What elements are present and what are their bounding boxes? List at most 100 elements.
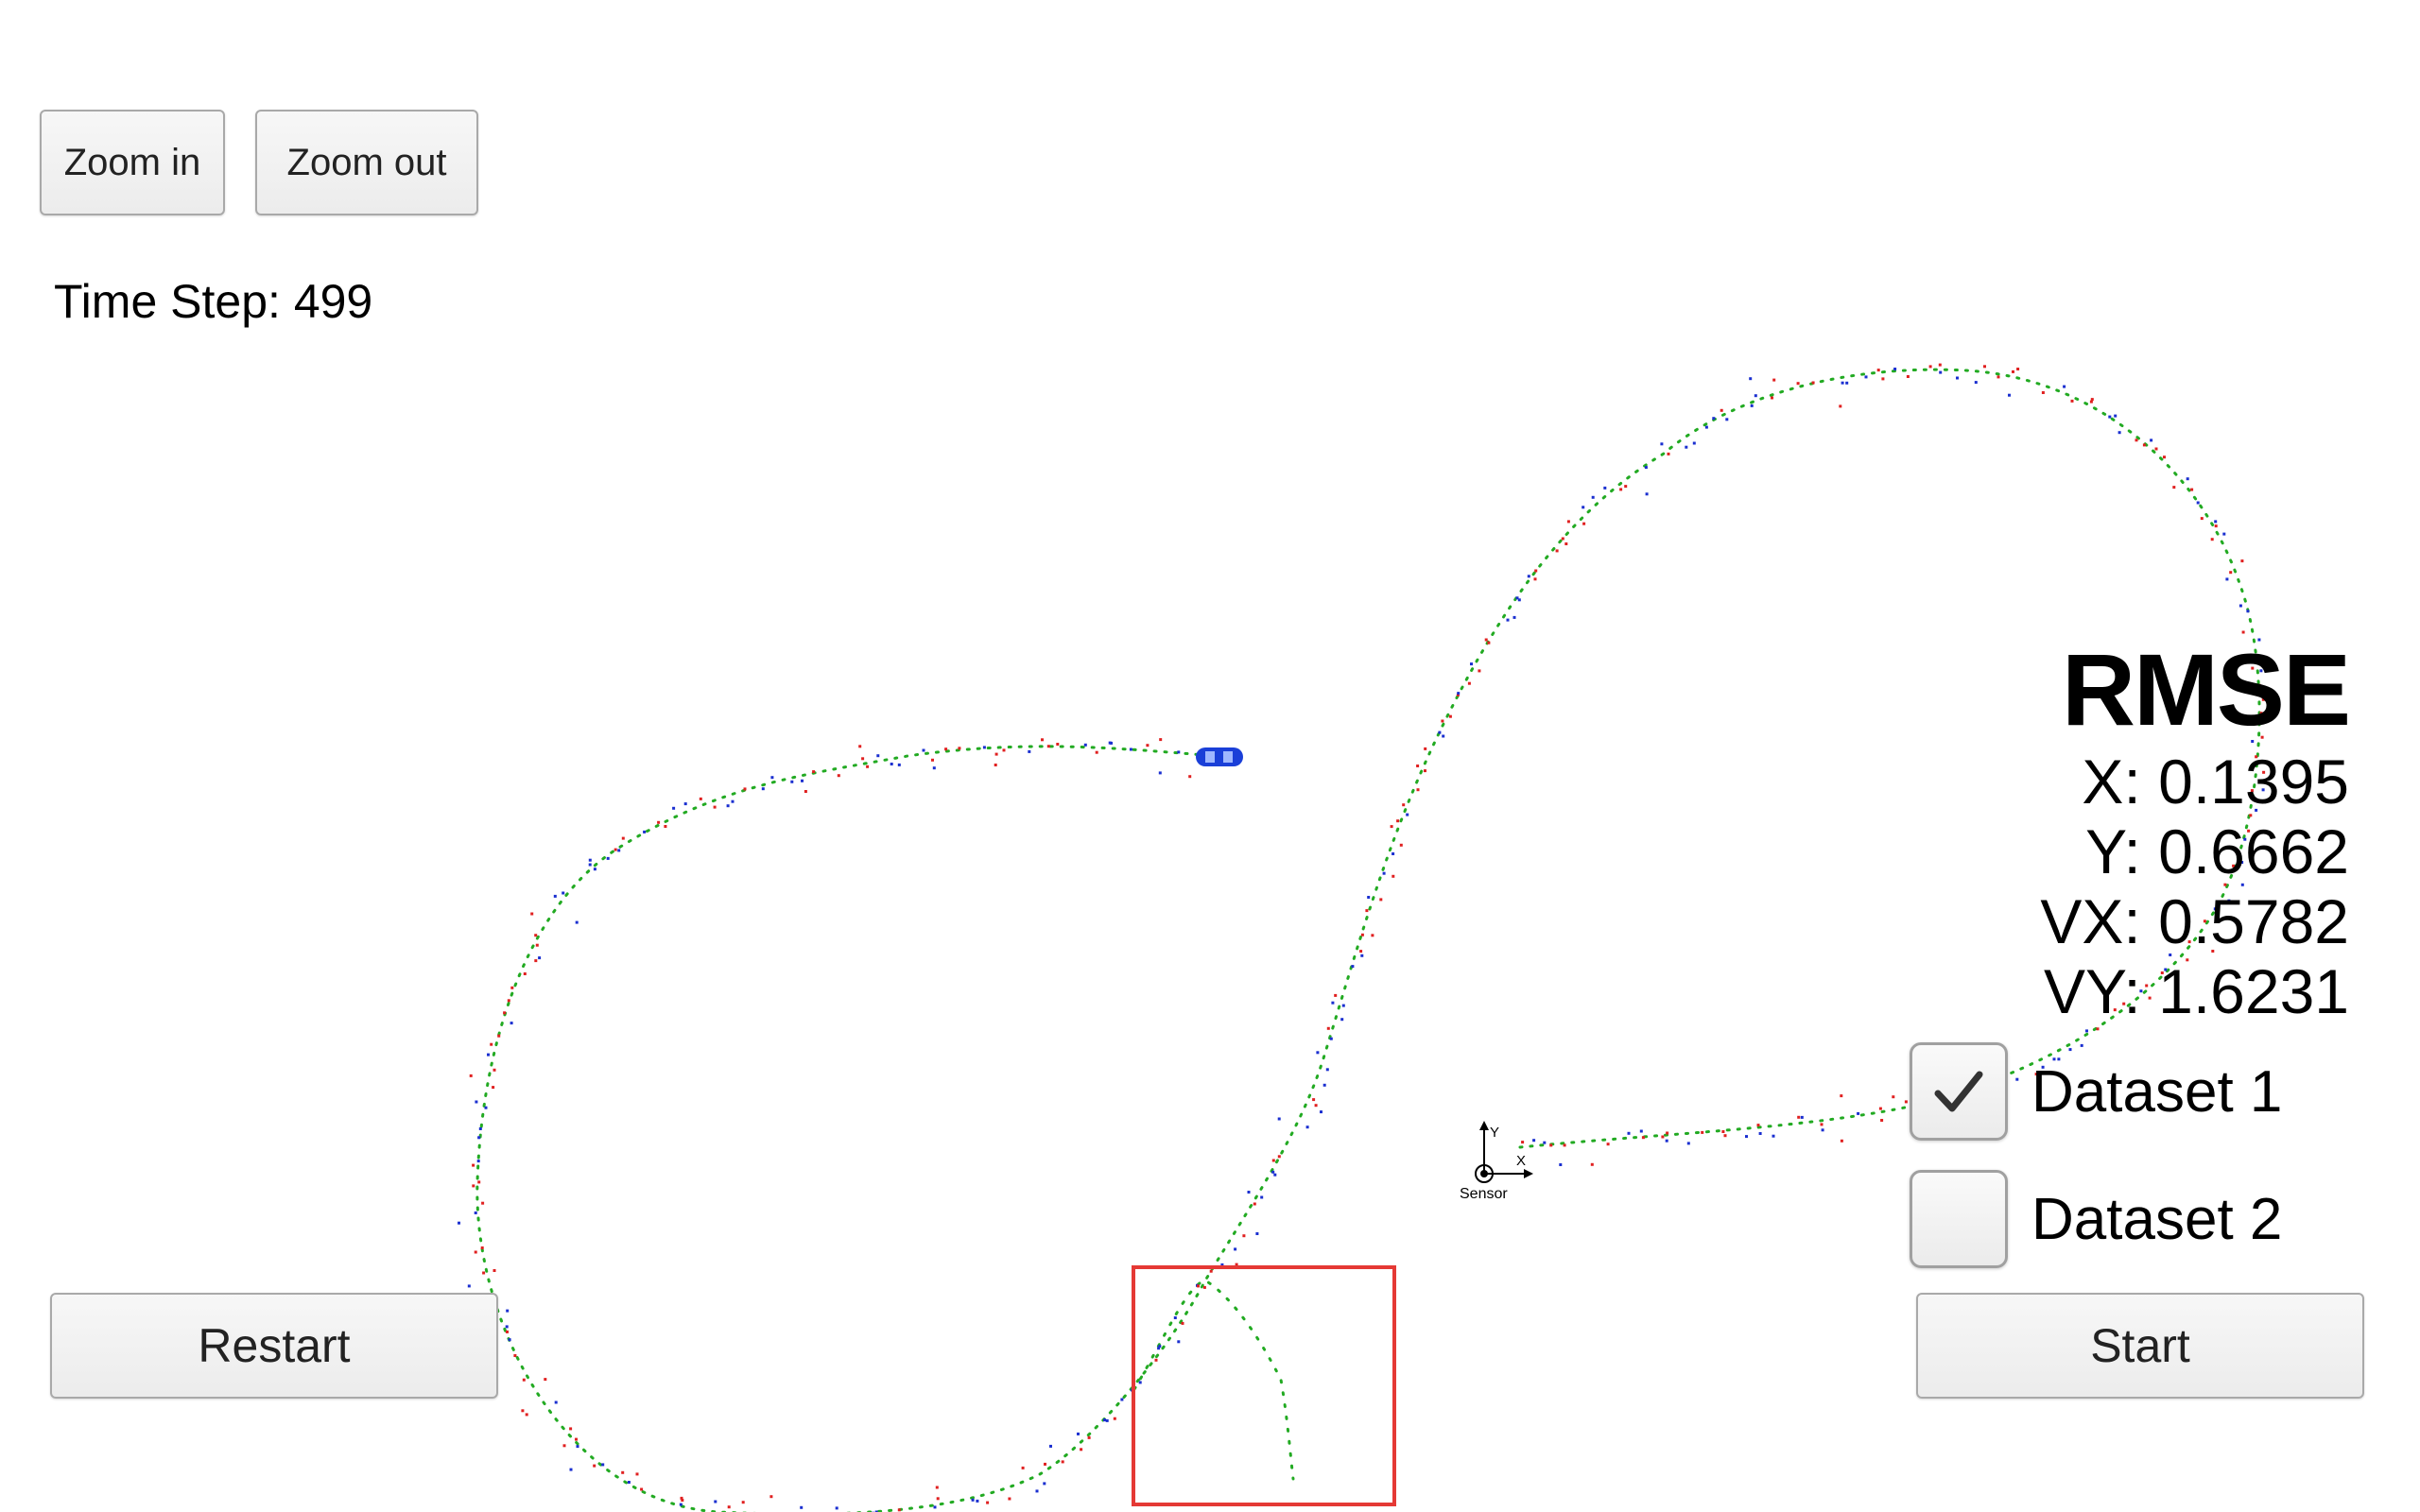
measurement-marker [922,748,925,752]
measurement-marker [727,1505,731,1509]
measurement-marker [2257,638,2261,642]
measurement-marker [1044,1462,1046,1466]
measurement-marker [1367,896,1371,899]
measurement-marker [506,1309,510,1313]
measurement-marker [593,868,596,871]
measurement-marker [1325,1068,1329,1072]
checkmark-icon [1934,1071,1983,1112]
measurement-marker [1904,1100,1908,1104]
measurement-marker [2012,369,2014,373]
measurement-marker [575,920,579,924]
measurement-marker [1644,466,1648,470]
measurement-marker [1845,381,1849,385]
measurement-marker [575,1437,578,1441]
dataset-1-label: Dataset 1 [2031,1058,2283,1125]
measurement-marker [476,1160,480,1163]
measurement-marker [2063,385,2066,388]
measurement-marker [1820,1123,1824,1126]
measurement-marker [2148,996,2152,1000]
measurement-marker [2068,1048,2072,1052]
measurement-marker [2114,414,2118,418]
measurement-marker [2225,577,2229,581]
measurement-marker [1839,404,1842,408]
measurement-marker [1273,1173,1277,1177]
measurement-marker [1841,381,1844,385]
measurement-marker [1564,542,1568,545]
dataset-1-option[interactable]: Dataset 1 [1910,1042,2282,1141]
measurement-marker [1840,1094,1843,1098]
measurement-marker [731,799,735,803]
measurement-marker [497,1034,501,1038]
measurement-marker [1532,1139,1536,1143]
measurement-marker [982,746,986,749]
measurement-marker [2214,524,2218,528]
measurement-marker [2210,538,2214,541]
measurement-marker [1158,1345,1162,1349]
ground-truth-trajectory [475,368,2261,1512]
measurement-marker [1478,669,1481,673]
measurement-marker [935,1486,939,1489]
measurement-marker [1242,1234,1246,1238]
measurement-marker [562,891,565,895]
measurement-marker [837,774,840,778]
dataset-2-option[interactable]: Dataset 2 [1910,1170,2282,1268]
measurement-marker [1046,745,1050,748]
measurement-marker [2108,415,2112,419]
measurement-marker [1880,1119,1884,1122]
measurement-marker [472,1163,475,1167]
measurement-marker [1177,750,1181,754]
measurement-marker [2261,788,2265,792]
measurement-marker [1320,1110,1322,1114]
restart-button[interactable]: Restart [50,1293,498,1399]
measurement-marker [1360,933,1364,936]
zoom-in-button[interactable]: Zoom in [40,110,225,215]
measurement-marker [897,763,901,766]
measurement-marker [958,747,961,750]
measurement-marker [1271,1170,1275,1174]
measurement-marker [2229,571,2233,575]
measurement-marker [1555,549,1559,553]
measurement-marker [1365,909,1369,913]
measurement-marker [1666,1131,1669,1135]
measurement-marker [627,1481,631,1484]
measurement-marker [1416,788,1420,792]
measurement-marker [1665,1139,1668,1143]
measurement-marker [1772,378,1776,382]
measurement-marker [1177,1340,1181,1344]
measurement-marker [507,999,510,1003]
car-icon [1196,747,1243,766]
measurement-marker [1456,693,1460,696]
measurement-marker [2232,864,2236,868]
measurement-marker [726,804,730,808]
measurement-marker [804,790,807,793]
measurement-marker [503,1011,507,1015]
zoom-out-button[interactable]: Zoom out [255,110,478,215]
measurement-marker [1928,365,1932,369]
measurement-marker [1043,1482,1046,1486]
rmse-y: Y: 0.6662 [2085,816,2349,886]
measurement-marker [1360,954,1364,957]
dataset-2-checkbox[interactable] [1910,1170,2008,1268]
measurement-marker [2250,789,2254,793]
dataset-1-checkbox[interactable] [1910,1042,2008,1141]
measurement-marker [2057,1057,2061,1061]
measurement-marker [1720,408,1723,412]
measurement-marker [800,1505,804,1509]
measurement-marker [1956,376,1959,380]
measurement-marker [1340,1018,1344,1022]
measurement-marker [2251,666,2255,670]
measurement-marker [2160,971,2164,974]
measurement-marker [493,1269,496,1272]
measurement-marker [1549,1143,1553,1147]
measurement-marker [1056,743,1060,746]
start-button[interactable]: Start [1916,1293,2364,1399]
measurement-marker [2150,438,2153,442]
measurement-marker [1157,1347,1161,1350]
measurement-marker [477,1180,481,1184]
measurement-marker [2196,501,2200,505]
measurement-marker [932,766,936,770]
time-step-label: Time Step: [54,275,281,328]
measurement-marker [1603,486,1607,490]
measurement-marker [933,1505,937,1509]
measurement-marker [680,1496,683,1500]
